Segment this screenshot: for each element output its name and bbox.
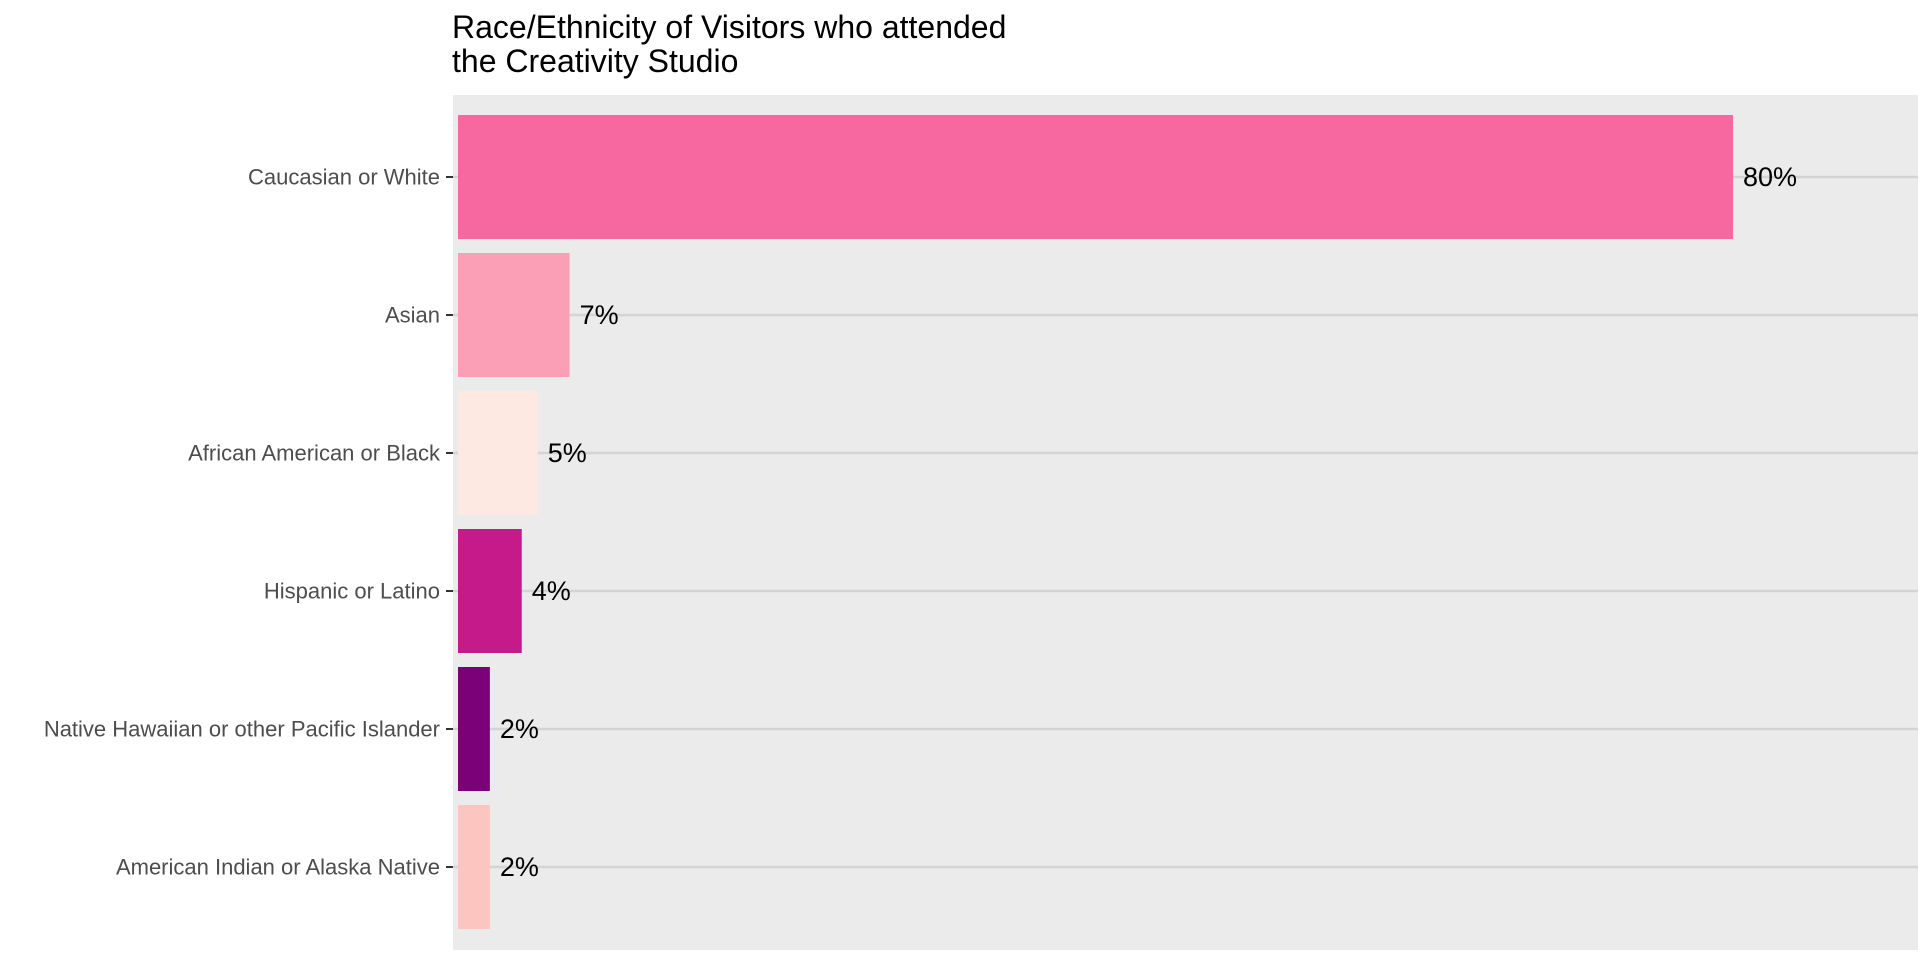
bar-2 — [458, 391, 538, 515]
data-label: 2% — [500, 714, 539, 744]
y-tick-label: Caucasian or White — [248, 165, 440, 190]
y-tick-label: American Indian or Alaska Native — [116, 855, 440, 880]
y-axis-labels: Caucasian or White Asian African American … — [44, 165, 441, 880]
bar-1 — [458, 253, 570, 377]
bar-3 — [458, 529, 522, 653]
bar-4 — [458, 667, 490, 791]
bars — [458, 115, 1733, 929]
y-tick-label: African American or Black — [188, 441, 441, 466]
data-label: 4% — [532, 576, 571, 606]
data-labels: 80% 7% 5% 4% 2% 2% — [500, 162, 1797, 882]
chart-title-line-2: the Creativity Studio — [452, 43, 739, 79]
chart-title: Race/Ethnicity of Visitors who attended … — [452, 10, 1006, 78]
y-axis-ticks — [446, 176, 453, 868]
data-label: 5% — [548, 438, 587, 468]
y-tick-label: Native Hawaiian or other Pacific Islande… — [44, 717, 440, 742]
chart-title-line-1: Race/Ethnicity of Visitors who attended — [452, 9, 1007, 45]
data-label: 80% — [1743, 162, 1797, 192]
y-tick-label: Asian — [385, 303, 440, 328]
data-label: 2% — [500, 852, 539, 882]
data-label: 7% — [580, 300, 619, 330]
bar-5 — [458, 805, 490, 929]
y-tick-label: Hispanic or Latino — [264, 579, 440, 604]
bar-0 — [458, 115, 1733, 239]
